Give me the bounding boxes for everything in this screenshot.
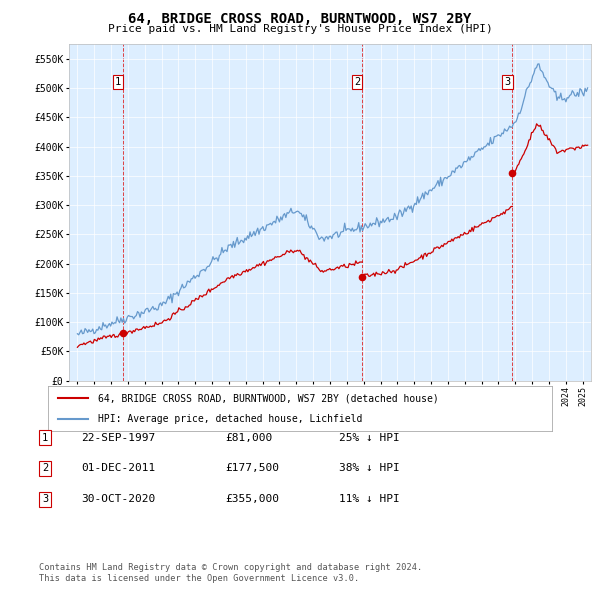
Text: 64, BRIDGE CROSS ROAD, BURNTWOOD, WS7 2BY (detached house): 64, BRIDGE CROSS ROAD, BURNTWOOD, WS7 2B…	[98, 394, 439, 404]
Text: HPI: Average price, detached house, Lichfield: HPI: Average price, detached house, Lich…	[98, 414, 363, 424]
Text: Contains HM Land Registry data © Crown copyright and database right 2024.: Contains HM Land Registry data © Crown c…	[39, 563, 422, 572]
Text: Price paid vs. HM Land Registry's House Price Index (HPI): Price paid vs. HM Land Registry's House …	[107, 24, 493, 34]
Text: 25% ↓ HPI: 25% ↓ HPI	[339, 433, 400, 442]
Text: 01-DEC-2011: 01-DEC-2011	[81, 464, 155, 473]
Text: £355,000: £355,000	[225, 494, 279, 504]
Text: 1: 1	[115, 77, 121, 87]
Text: 30-OCT-2020: 30-OCT-2020	[81, 494, 155, 504]
Text: 2: 2	[354, 77, 361, 87]
Text: This data is licensed under the Open Government Licence v3.0.: This data is licensed under the Open Gov…	[39, 574, 359, 583]
Text: 3: 3	[42, 494, 48, 504]
Text: 38% ↓ HPI: 38% ↓ HPI	[339, 464, 400, 473]
Text: 2: 2	[42, 464, 48, 473]
Text: 22-SEP-1997: 22-SEP-1997	[81, 433, 155, 442]
Text: £177,500: £177,500	[225, 464, 279, 473]
Text: 11% ↓ HPI: 11% ↓ HPI	[339, 494, 400, 504]
Text: £81,000: £81,000	[225, 433, 272, 442]
Text: 3: 3	[504, 77, 511, 87]
Text: 1: 1	[42, 433, 48, 442]
Text: 64, BRIDGE CROSS ROAD, BURNTWOOD, WS7 2BY: 64, BRIDGE CROSS ROAD, BURNTWOOD, WS7 2B…	[128, 12, 472, 26]
